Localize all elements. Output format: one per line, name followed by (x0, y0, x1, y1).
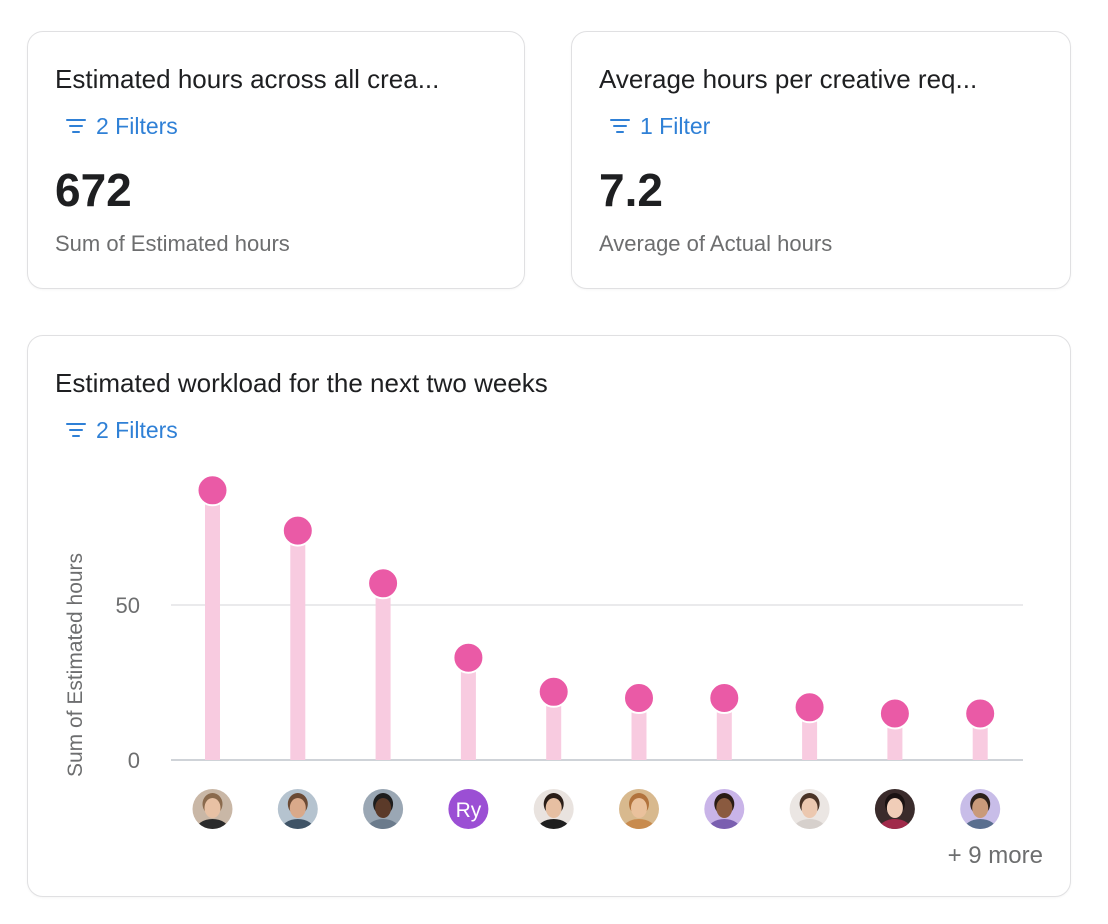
avatar-face (631, 798, 647, 818)
workload-chart: 0 50 Sum of Estimated hours Ry (64, 474, 1023, 829)
avatar-face (886, 798, 903, 818)
y-tick-label: 0 (128, 748, 140, 773)
bar-point[interactable] (281, 514, 314, 547)
chart-card-estimated-workload[interactable]: Estimated workload for the next two week… (27, 335, 1071, 897)
kpi-card-average-hours[interactable]: Average hours per creative req... 1 Filt… (571, 31, 1071, 289)
avatar-face (375, 798, 392, 818)
bar-point[interactable] (793, 691, 826, 724)
filters-button[interactable]: 2 Filters (66, 416, 178, 444)
bar-point[interactable] (537, 675, 570, 708)
avatar-body (707, 819, 742, 829)
bar-point[interactable] (708, 682, 741, 714)
filter-icon (66, 119, 86, 133)
avatar-initials-text: Ry (456, 799, 482, 822)
avatar-body (963, 819, 998, 829)
avatar-body (195, 819, 230, 829)
bar-stem (375, 583, 391, 760)
avatar-face (801, 798, 818, 818)
card-title: Estimated hours across all crea... (55, 64, 440, 94)
bar-point[interactable] (452, 641, 485, 674)
bar-point[interactable] (196, 474, 229, 507)
avatar-body (536, 819, 571, 829)
avatar-initials[interactable] (448, 789, 489, 829)
avatar-body (877, 819, 912, 829)
avatar-body (366, 819, 401, 829)
avatar-body (792, 819, 827, 829)
avatar-body (622, 819, 656, 829)
filters-button[interactable]: 1 Filter (610, 112, 710, 140)
avatar-face (204, 798, 221, 818)
bar-stem (546, 691, 562, 760)
bar-stem (460, 657, 476, 760)
metric-value: 672 (55, 164, 132, 216)
filters-label: 1 Filter (640, 112, 711, 139)
chart-title: Estimated workload for the next two week… (55, 368, 548, 398)
metric-subtitle: Average of Actual hours (599, 231, 833, 256)
more-assignees-link[interactable]: + 9 more (947, 842, 1043, 869)
avatar-face (289, 798, 306, 818)
filter-icon (66, 423, 86, 437)
kpi-card-estimated-hours[interactable]: Estimated hours across all crea... 2 Fil… (27, 31, 525, 289)
avatar-face (545, 798, 562, 818)
bar-point[interactable] (878, 697, 911, 730)
bar-point[interactable] (367, 567, 400, 600)
metric-value: 7.2 (599, 164, 663, 216)
card-title: Average hours per creative req... (599, 64, 978, 94)
avatar-face (972, 798, 989, 818)
avatar-body (280, 819, 315, 829)
bar-point[interactable] (964, 697, 997, 730)
bar-stem (290, 530, 306, 760)
filters-label: 2 Filters (96, 112, 178, 139)
bar-point[interactable] (623, 682, 655, 714)
avatar-face (716, 798, 733, 818)
filters-label: 2 Filters (96, 416, 178, 443)
y-axis-label: Sum of Estimated hours (64, 553, 87, 777)
metric-subtitle: Sum of Estimated hours (55, 231, 290, 256)
filters-button[interactable]: 2 Filters (66, 112, 178, 140)
y-tick-label: 50 (116, 593, 140, 618)
filter-icon (610, 119, 630, 133)
bar-stem (205, 490, 220, 760)
